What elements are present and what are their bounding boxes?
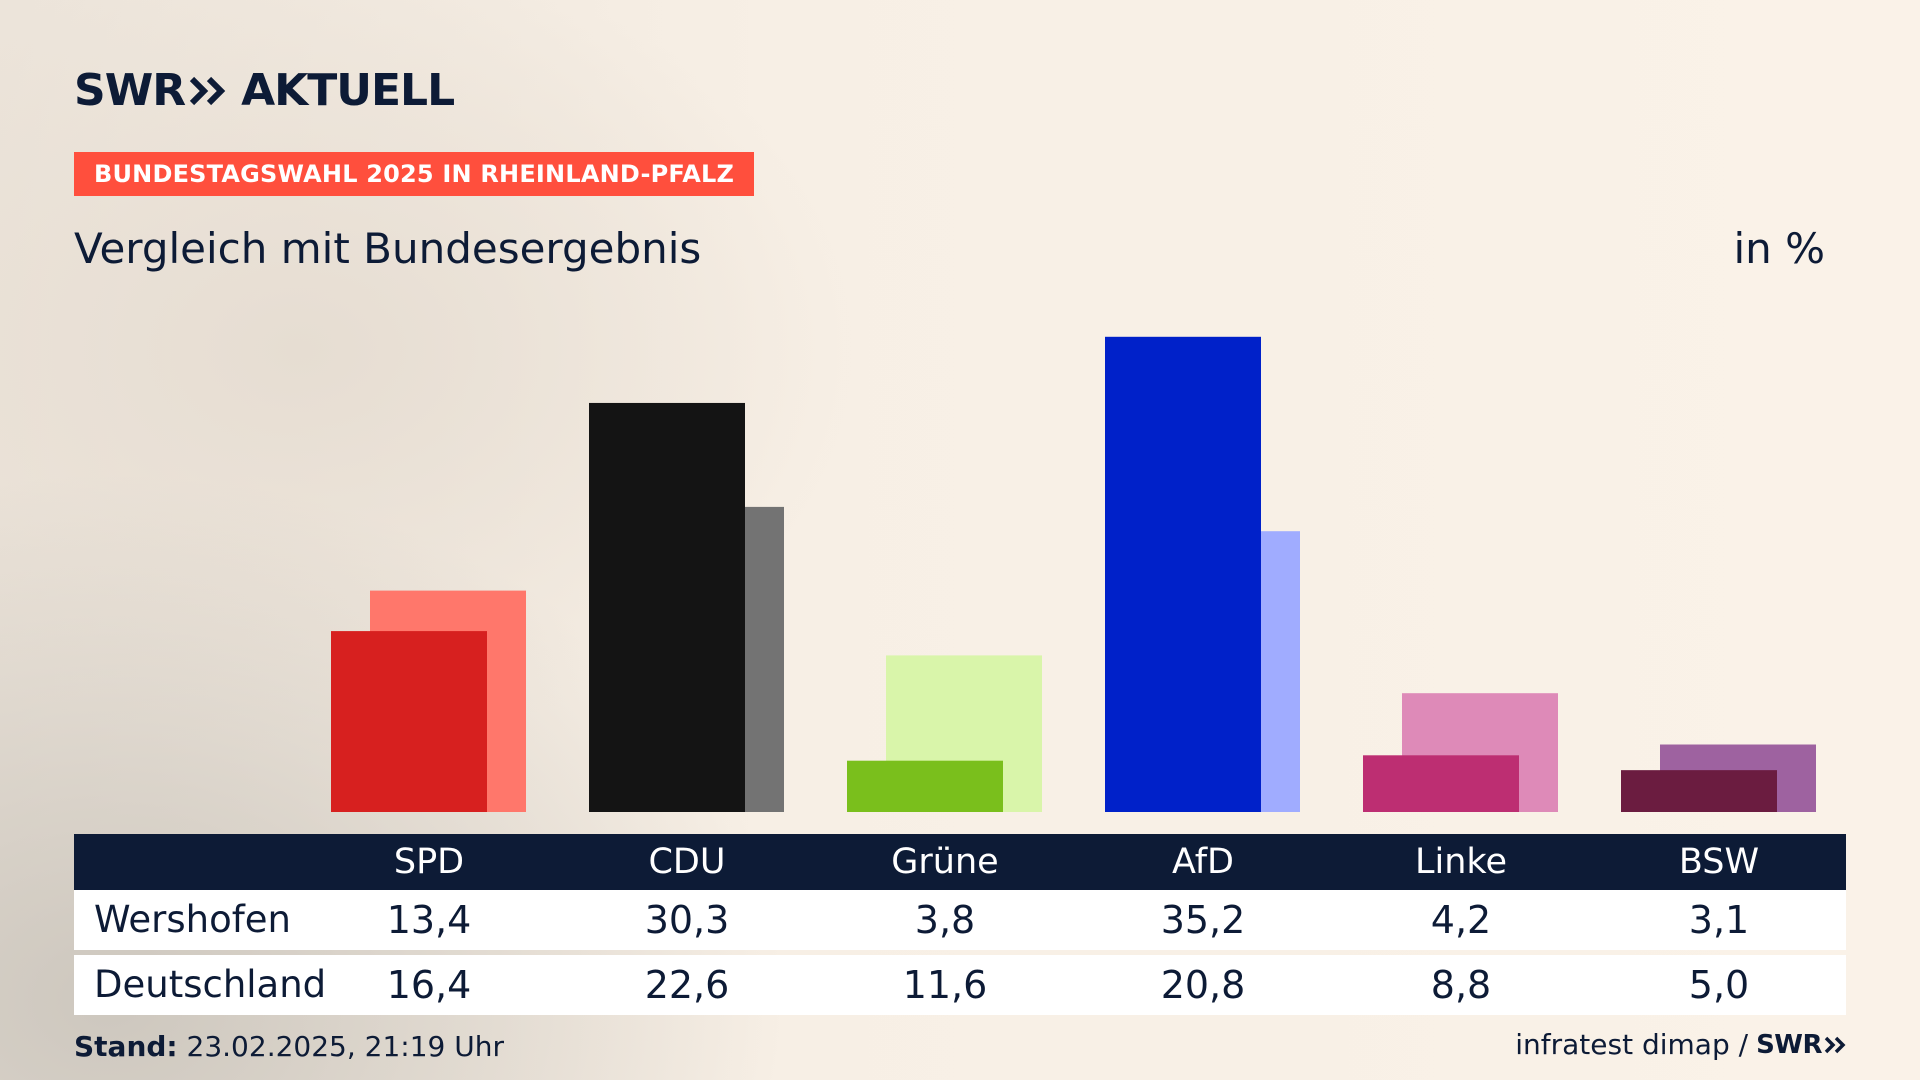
- value-wershofen-spd: 13,4: [386, 898, 472, 942]
- double-chevron-icon: [189, 76, 226, 106]
- chart-title: Vergleich mit Bundesergebnis: [74, 224, 702, 273]
- value-deutschland-gruene: 11,6: [902, 963, 988, 1007]
- bar-wershofen-gruene: [847, 760, 1003, 812]
- party-header-bsw: BSW: [1678, 842, 1760, 882]
- bar-wershofen-bsw: [1621, 770, 1777, 812]
- table-row-deutschland: Deutschland 16,4 22,6 11,6 20,8 8,8 5,0: [74, 955, 1846, 1015]
- row-label-deutschland: Deutschland: [94, 963, 327, 1006]
- bar-wershofen-cdu: [589, 402, 745, 812]
- timestamp: Stand: 23.02.2025, 21:19 Uhr: [74, 1030, 504, 1064]
- unit-label: in %: [1733, 224, 1825, 273]
- election-tag: BUNDESTAGSWAHL 2025 IN RHEINLAND-PFALZ: [74, 152, 755, 196]
- party-header-spd: SPD: [393, 842, 465, 882]
- stand-value: 23.02.2025, 21:19 Uhr: [186, 1030, 504, 1063]
- row-label-wershofen: Wershofen: [94, 898, 291, 941]
- source-text: infratest dimap /: [1515, 1028, 1749, 1061]
- value-deutschland-cdu: 22,6: [644, 963, 730, 1007]
- bar-wershofen-spd: [331, 631, 487, 812]
- bar-chart: [331, 336, 1816, 812]
- value-deutschland-afd: 20,8: [1160, 963, 1246, 1007]
- value-wershofen-afd: 35,2: [1160, 898, 1246, 942]
- results-table: SPD CDU Grüne AfD Linke BSW Wershofen 13,4 30,…: [74, 834, 1846, 1015]
- party-header-cdu: CDU: [648, 842, 726, 882]
- bar-wershofen-afd: [1105, 336, 1261, 812]
- stand-label: Stand:: [74, 1030, 178, 1063]
- logo-brand: SWR: [74, 65, 186, 116]
- table-row-wershofen: Wershofen 13,4 30,3 3,8 35,2 4,2 3,1: [74, 890, 1846, 950]
- value-wershofen-linke: 4,2: [1430, 898, 1492, 942]
- source-brand: SWR: [1756, 1030, 1822, 1060]
- bar-wershofen-linke: [1363, 755, 1519, 812]
- value-deutschland-bsw: 5,0: [1688, 963, 1750, 1007]
- party-header-afd: AfD: [1172, 842, 1234, 882]
- source-credit: infratest dimap / SWR: [1515, 1028, 1846, 1062]
- party-header-gruene: Grüne: [891, 842, 999, 882]
- value-deutschland-spd: 16,4: [386, 963, 472, 1007]
- swr-aktuell-logo: SWR AKTUELL: [74, 65, 455, 116]
- party-header-linke: Linke: [1415, 842, 1507, 882]
- value-wershofen-cdu: 30,3: [644, 898, 730, 942]
- table-header: SPD CDU Grüne AfD Linke BSW: [74, 834, 1846, 890]
- value-wershofen-gruene: 3,8: [914, 898, 976, 942]
- value-wershofen-bsw: 3,1: [1688, 898, 1750, 942]
- double-chevron-small-icon: [1824, 1036, 1846, 1054]
- logo-suffix: AKTUELL: [241, 65, 455, 116]
- value-deutschland-linke: 8,8: [1430, 963, 1492, 1007]
